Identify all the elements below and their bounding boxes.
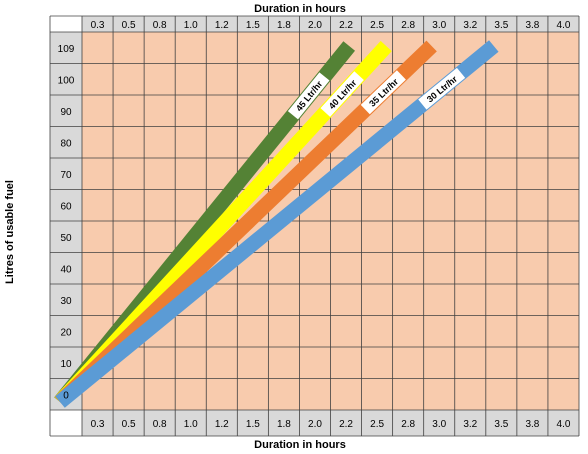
series-label-box <box>287 72 330 120</box>
x-tick-label-bottom: 0.8 <box>153 419 167 430</box>
x-tick-label-bottom: 2.2 <box>339 419 353 430</box>
x-tick-label-bottom: 3.5 <box>494 419 508 430</box>
x-tick-label-bottom: 1.0 <box>184 419 198 430</box>
y-tick-label: 70 <box>60 170 72 181</box>
y-tick-label: 40 <box>60 264 72 275</box>
y-axis-title: Litres of usable fuel <box>4 180 16 284</box>
x-tick-label-bottom: 2.5 <box>370 419 384 430</box>
x-tick-label-top: 3.8 <box>525 20 539 31</box>
y-tick-label: 10 <box>60 359 72 370</box>
x-tick-label-bottom: 3.2 <box>463 419 477 430</box>
series-label-box <box>418 67 466 110</box>
x-tick-label-top: 2.0 <box>308 20 322 31</box>
x-tick-label-top: 3.0 <box>432 20 446 31</box>
x-tick-label-top: 1.8 <box>277 20 291 31</box>
y-tick-label: 0 <box>63 390 69 401</box>
x-tick-label-top: 4.0 <box>557 20 571 31</box>
x-tick-label-top: 0.3 <box>91 20 105 31</box>
x-axis-title-top: Duration in hours <box>254 3 346 15</box>
y-tick-label: 30 <box>60 296 72 307</box>
x-axis-bottom-ticks: 0.3 0.5 0.8 1.0 1.2 1.5 1.8 2.0 2.2 2.5 2.8 3.0 3.2 3… <box>91 419 571 430</box>
y-tick-label: 100 <box>58 75 75 86</box>
x-tick-label-bottom: 2.8 <box>401 419 415 430</box>
y-tick-label: 60 <box>60 201 72 212</box>
y-tick-label: 20 <box>60 327 72 338</box>
x-tick-label-bottom: 2.0 <box>308 419 322 430</box>
corner-cell-bottom-left <box>50 410 82 436</box>
x-tick-label-bottom: 1.2 <box>215 419 229 430</box>
x-tick-label-top: 2.2 <box>339 20 353 31</box>
x-tick-label-top: 3.5 <box>494 20 508 31</box>
series-label-box <box>320 71 364 117</box>
corner-cell-top-left <box>50 16 82 32</box>
series-band-30 <box>55 40 499 408</box>
series-label-box <box>360 70 406 115</box>
x-axis-top-ticks: 0.3 0.5 0.8 1.0 1.2 1.5 1.8 2.0 2.2 2.5 2.8 3.0 3.2 3… <box>91 20 571 31</box>
series-layer: 45 Ltr/hr 40 Ltr/hr 35 Ltr/hr 30 Ltr/hr <box>54 40 499 408</box>
x-tick-label-top: 1.0 <box>184 20 198 31</box>
y-tick-label: 90 <box>60 107 72 118</box>
x-tick-label-top: 2.8 <box>401 20 415 31</box>
x-tick-label-top: 0.8 <box>153 20 167 31</box>
x-tick-label-top: 3.2 <box>463 20 477 31</box>
x-axis-title-bottom: Duration in hours <box>254 439 346 451</box>
y-tick-label: 109 <box>58 44 75 55</box>
x-tick-label-top: 1.2 <box>215 20 229 31</box>
y-tick-label: 80 <box>60 138 72 149</box>
x-tick-label-bottom: 1.8 <box>277 419 291 430</box>
x-tick-label-top: 2.5 <box>370 20 384 31</box>
x-tick-label-bottom: 3.8 <box>525 419 539 430</box>
x-tick-label-top: 1.5 <box>246 20 260 31</box>
x-tick-label-bottom: 1.5 <box>246 419 260 430</box>
x-tick-label-bottom: 3.0 <box>432 419 446 430</box>
x-tick-label-bottom: 4.0 <box>557 419 571 430</box>
x-tick-label-bottom: 0.3 <box>91 419 105 430</box>
x-tick-label-bottom: 0.5 <box>122 419 136 430</box>
x-tick-label-top: 0.5 <box>122 20 136 31</box>
y-tick-label: 50 <box>60 233 72 244</box>
